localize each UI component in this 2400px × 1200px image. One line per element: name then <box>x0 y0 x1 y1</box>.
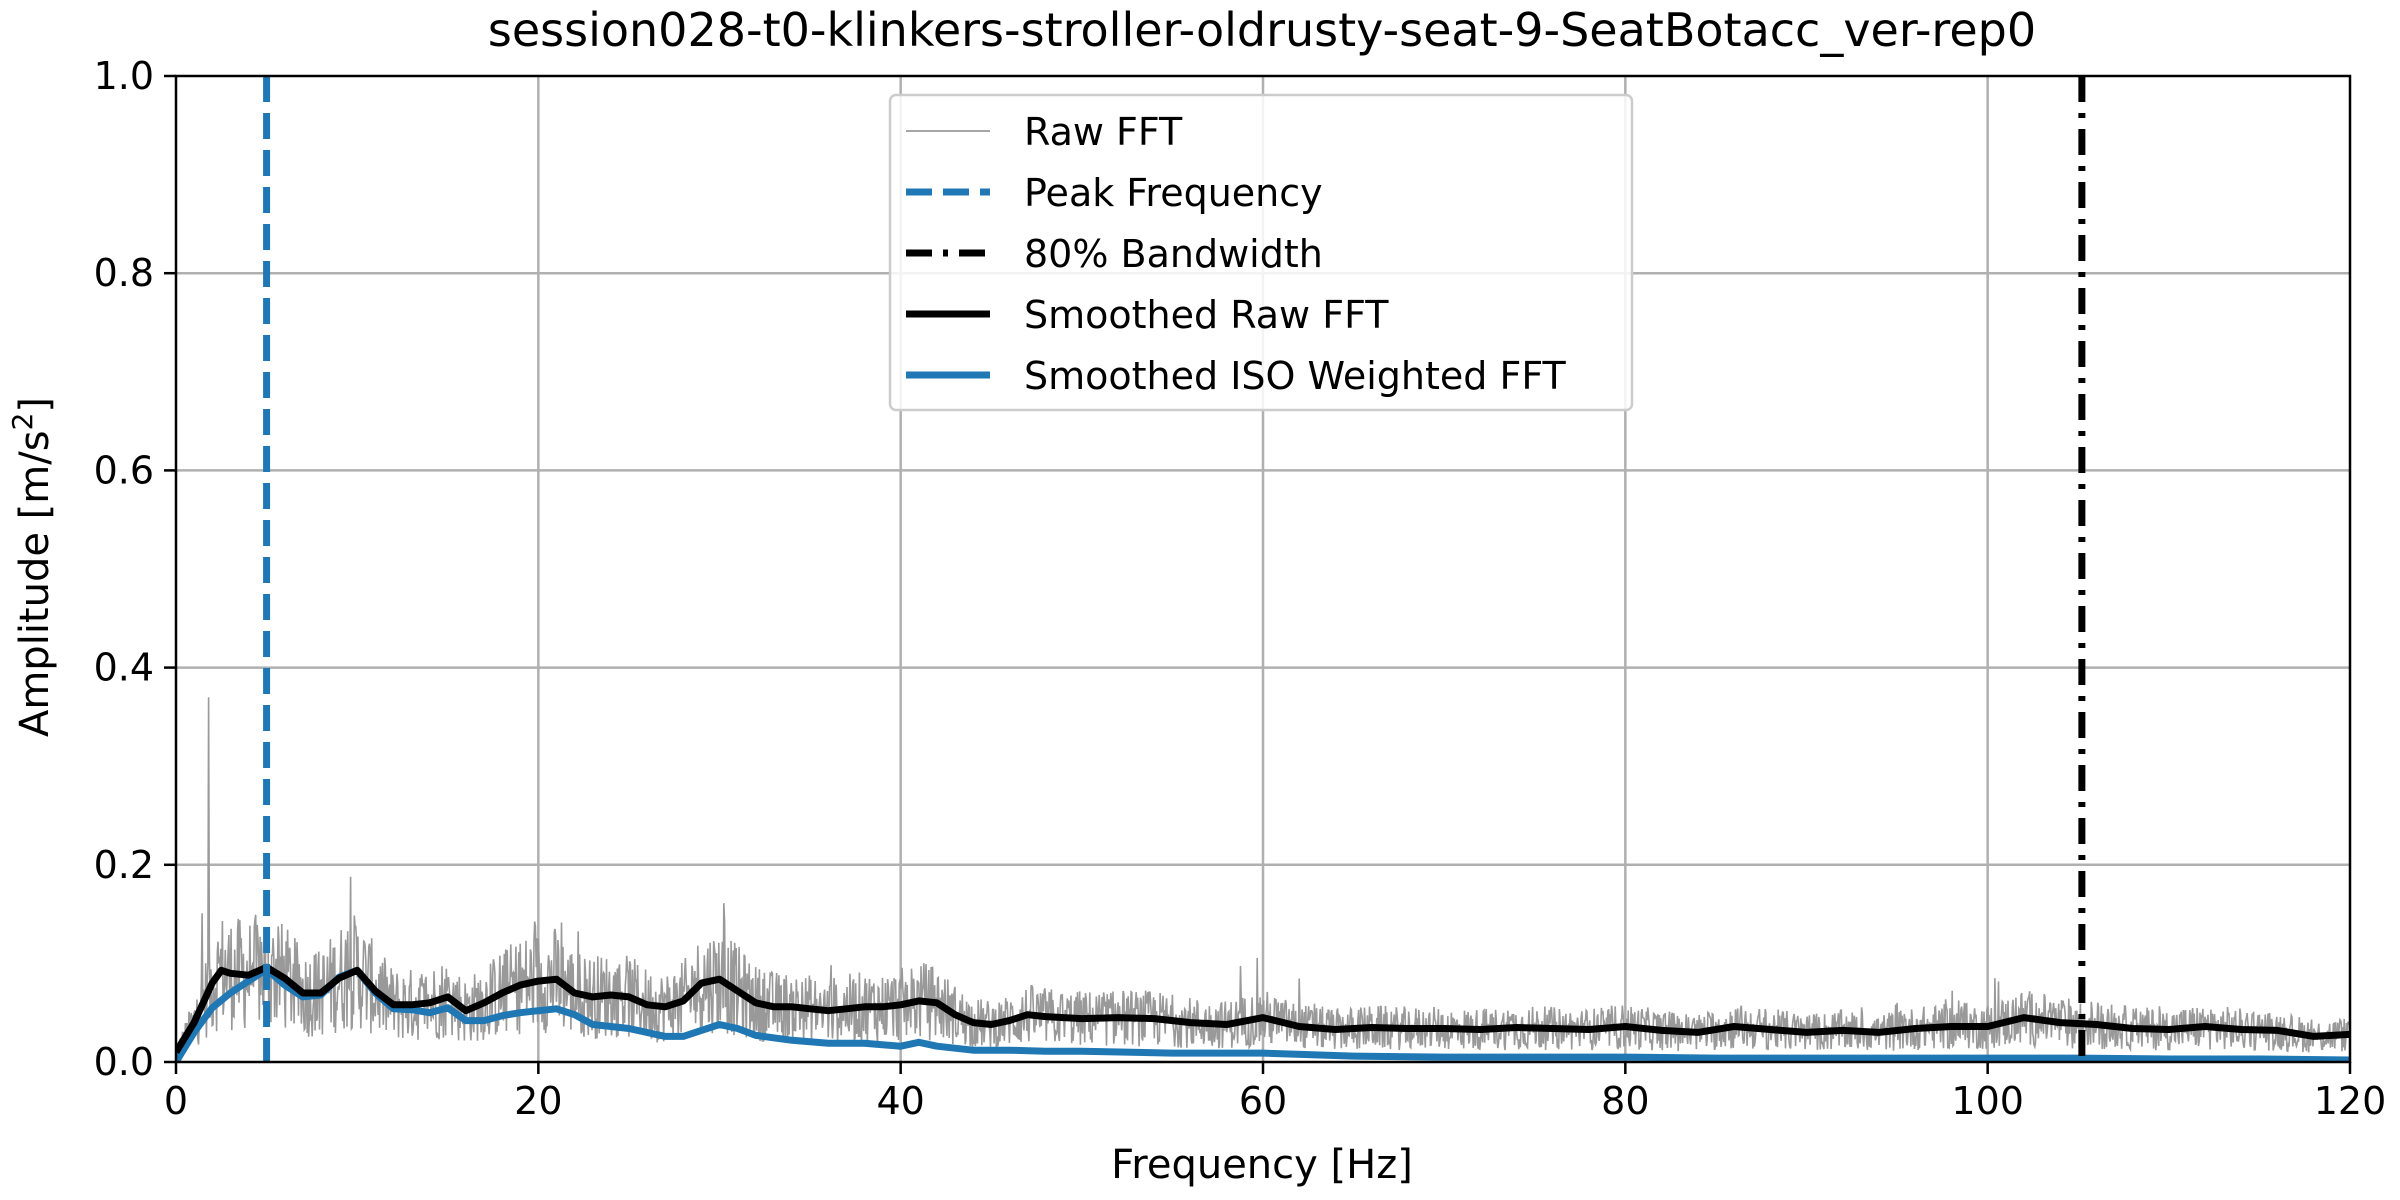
x-tick-label: 0 <box>164 1079 188 1123</box>
x-axis-label: Frequency [Hz] <box>1111 1142 1413 1188</box>
plot-area <box>176 76 2350 1062</box>
raw-fft-line <box>176 697 2350 1055</box>
legend-label: Smoothed Raw FFT <box>1024 293 1389 337</box>
y-axis-label-main: Amplitude [m/s <box>12 430 58 737</box>
tick-labels: 0 20 40 60 80 100 120 0.0 0.2 0.4 0.6 0.8 1.0 <box>94 54 2387 1123</box>
y-tick-label: 0.4 <box>94 646 154 690</box>
x-tick-label: 40 <box>876 1079 924 1123</box>
x-tick-label: 60 <box>1239 1079 1287 1123</box>
legend-label: Raw FFT <box>1024 110 1183 154</box>
y-tick-label: 0.8 <box>94 251 154 295</box>
legend-label: Peak Frequency <box>1024 171 1323 215</box>
legend: Raw FFT Peak Frequency 80% Bandwidth Smooth… <box>888 93 1634 412</box>
smoothed-raw-fft-line <box>176 963 2350 1054</box>
y-tick-label: 0.6 <box>94 448 154 492</box>
y-axis-label-superscript: 2 <box>6 413 39 431</box>
chart-title: session028-t0-klinkers-stroller-oldrusty… <box>488 3 2036 57</box>
y-tick-label: 0.0 <box>94 1040 154 1084</box>
x-tick-label: 80 <box>1601 1079 1649 1123</box>
y-tick-label: 1.0 <box>94 54 154 98</box>
legend-box <box>888 93 1634 412</box>
legend-label: 80% Bandwidth <box>1024 232 1323 276</box>
y-tick-label: 0.2 <box>94 843 154 887</box>
y-axis-label: Amplitude [m/s2] <box>6 397 59 737</box>
x-tick-label: 20 <box>514 1079 562 1123</box>
x-tick-label: 100 <box>1951 1079 2024 1123</box>
x-tick-label: 120 <box>2314 1079 2387 1123</box>
y-axis-label-end: ] <box>12 397 58 413</box>
legend-label: Smoothed ISO Weighted FFT <box>1024 354 1567 398</box>
